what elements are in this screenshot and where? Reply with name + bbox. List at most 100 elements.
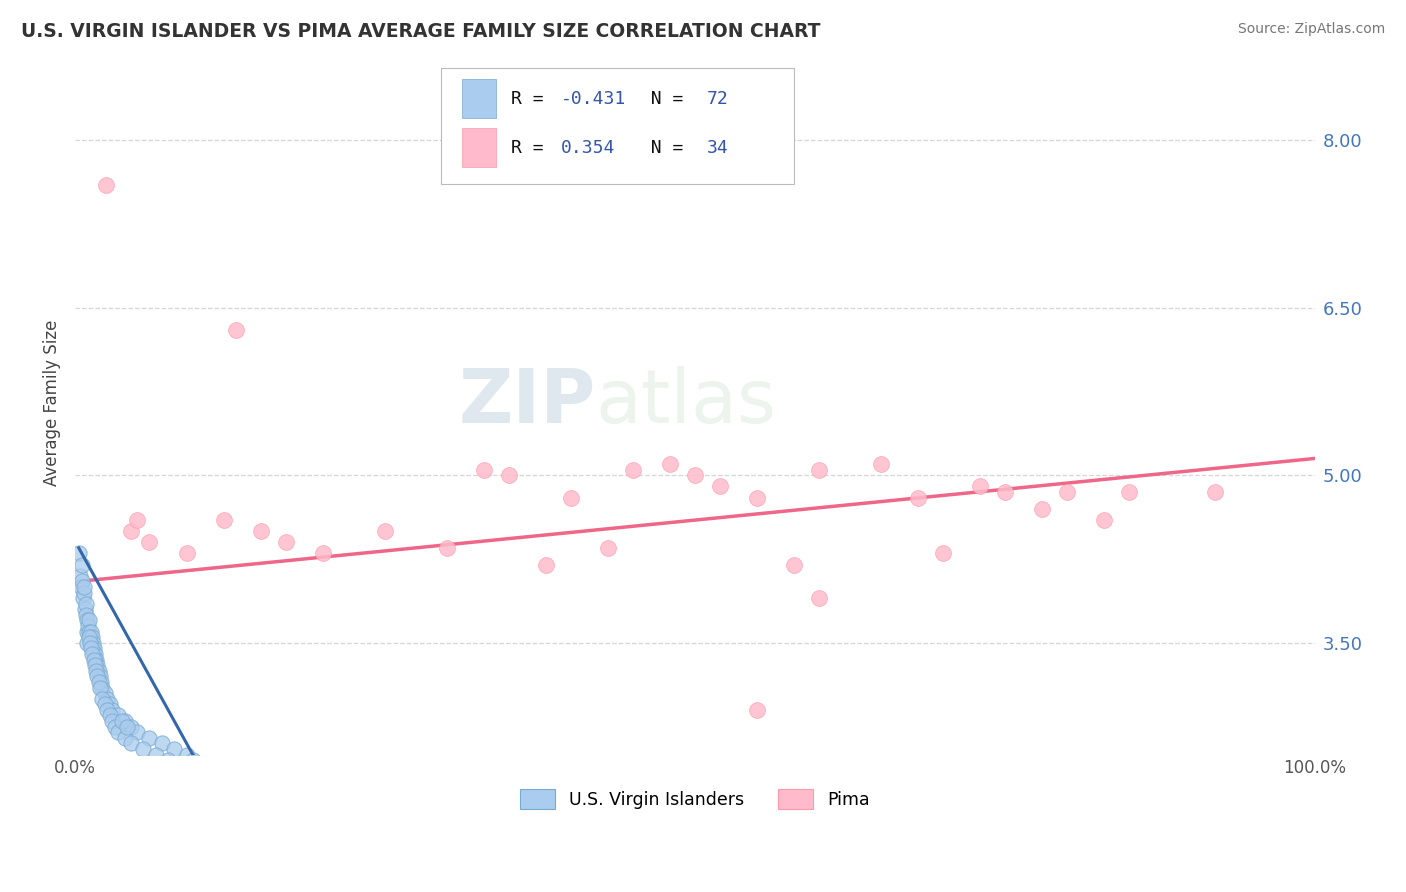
Point	[994, 485, 1017, 500]
Point	[274, 535, 297, 549]
Point	[120, 720, 142, 734]
Point	[83, 658, 105, 673]
Text: -0.431: -0.431	[561, 89, 626, 108]
Point	[560, 491, 582, 505]
Text: 72: 72	[707, 89, 728, 108]
Point	[111, 714, 134, 728]
Point	[436, 541, 458, 555]
Y-axis label: Average Family Size: Average Family Size	[44, 319, 60, 486]
Point	[107, 708, 129, 723]
Point	[86, 658, 108, 673]
Point	[89, 681, 111, 695]
Point	[1092, 513, 1115, 527]
Point	[98, 698, 121, 712]
Text: 0.354: 0.354	[561, 139, 616, 157]
Point	[87, 675, 110, 690]
Point	[125, 725, 148, 739]
Point	[745, 491, 768, 505]
Point	[89, 669, 111, 683]
Point	[114, 731, 136, 745]
Point	[104, 720, 127, 734]
Point	[1118, 485, 1140, 500]
Point	[683, 468, 706, 483]
Point	[621, 463, 644, 477]
Point	[807, 463, 830, 477]
FancyBboxPatch shape	[461, 79, 496, 118]
Point	[101, 703, 124, 717]
Point	[84, 652, 107, 666]
Point	[77, 624, 100, 639]
Point	[101, 714, 124, 728]
Text: U.S. VIRGIN ISLANDER VS PIMA AVERAGE FAMILY SIZE CORRELATION CHART: U.S. VIRGIN ISLANDER VS PIMA AVERAGE FAM…	[21, 22, 821, 41]
Point	[76, 636, 98, 650]
Point	[90, 675, 112, 690]
Point	[969, 479, 991, 493]
Point	[176, 546, 198, 560]
Point	[1204, 485, 1226, 500]
Point	[145, 747, 167, 762]
Legend: U.S. Virgin Islanders, Pima: U.S. Virgin Islanders, Pima	[513, 782, 876, 816]
Point	[163, 742, 186, 756]
Text: ZIP: ZIP	[458, 366, 596, 439]
Point	[73, 580, 96, 594]
Point	[745, 703, 768, 717]
FancyBboxPatch shape	[440, 69, 794, 185]
Point	[907, 491, 929, 505]
Point	[181, 753, 204, 767]
Point	[115, 720, 138, 734]
Point	[709, 479, 731, 493]
Point	[114, 714, 136, 728]
Point	[75, 607, 97, 622]
Text: 34: 34	[707, 139, 728, 157]
Point	[107, 725, 129, 739]
Point	[534, 558, 557, 572]
Text: atlas: atlas	[596, 366, 776, 439]
Point	[94, 698, 117, 712]
Point	[79, 624, 101, 639]
Point	[138, 535, 160, 549]
Point	[77, 614, 100, 628]
Point	[169, 758, 191, 772]
Point	[181, 764, 204, 779]
Text: N =: N =	[628, 89, 695, 108]
Point	[869, 457, 891, 471]
Point	[312, 546, 335, 560]
Point	[80, 630, 103, 644]
Point	[77, 619, 100, 633]
Point	[75, 597, 97, 611]
Point	[250, 524, 273, 538]
Point	[96, 691, 118, 706]
Point	[498, 468, 520, 483]
Point	[659, 457, 682, 471]
Point	[84, 647, 107, 661]
Point	[69, 569, 91, 583]
Point	[176, 747, 198, 762]
Point	[120, 736, 142, 750]
Point	[931, 546, 953, 560]
Point	[150, 736, 173, 750]
Point	[72, 591, 94, 606]
Point	[132, 742, 155, 756]
Point	[125, 513, 148, 527]
Point	[76, 624, 98, 639]
Point	[76, 614, 98, 628]
Point	[86, 669, 108, 683]
Point	[83, 652, 105, 666]
Point	[94, 178, 117, 192]
Point	[80, 641, 103, 656]
Point	[70, 580, 93, 594]
Point	[73, 585, 96, 599]
Point	[82, 641, 104, 656]
Point	[1056, 485, 1078, 500]
FancyBboxPatch shape	[461, 128, 496, 167]
Point	[98, 708, 121, 723]
Point	[73, 602, 96, 616]
Point	[77, 630, 100, 644]
Point	[91, 691, 114, 706]
Point	[1031, 501, 1053, 516]
Point	[94, 686, 117, 700]
Point	[83, 641, 105, 656]
Point	[120, 524, 142, 538]
Text: N =: N =	[628, 139, 695, 157]
Point	[472, 463, 495, 477]
